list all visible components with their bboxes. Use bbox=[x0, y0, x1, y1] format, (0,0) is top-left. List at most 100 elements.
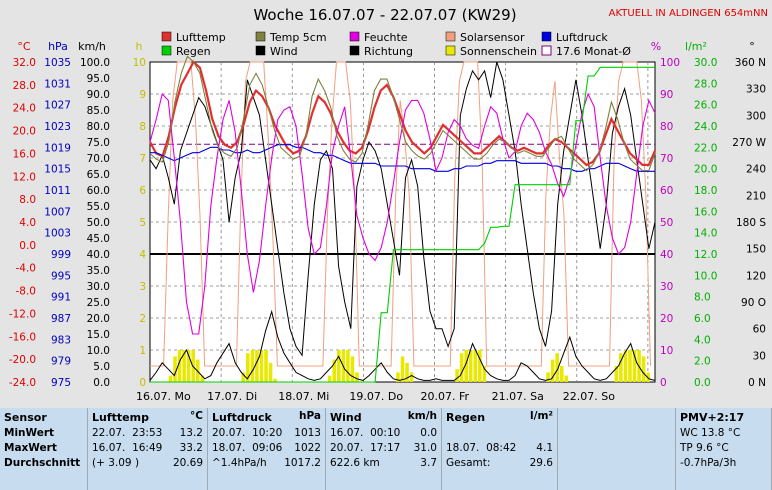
axis-unit: km/h bbox=[78, 40, 106, 53]
stats-detail: 20.07. 17:17 bbox=[330, 442, 401, 454]
legend-label: Lufttemp bbox=[176, 31, 226, 44]
tick-label: 10 bbox=[660, 345, 673, 357]
tick-label: 30.0 bbox=[87, 281, 110, 293]
x-tick-label: 21.07. Sa bbox=[492, 390, 544, 403]
legend-swatch bbox=[255, 45, 266, 56]
sunshine-bar bbox=[273, 378, 277, 382]
tick-label: 8.0 bbox=[694, 292, 711, 304]
tick-label: 979 bbox=[51, 356, 71, 368]
tick-label: 330 bbox=[746, 84, 766, 96]
stats-panel: Sensor MinWert MaxWert Durchschnitt Lufttemp… bbox=[0, 408, 772, 490]
tick-label: 4 bbox=[139, 249, 146, 261]
legend-swatch bbox=[445, 45, 456, 56]
tick-label: 26.0 bbox=[694, 100, 717, 112]
tick-label: 991 bbox=[51, 292, 71, 304]
sunshine-bar bbox=[168, 375, 173, 382]
tick-label: 6 bbox=[139, 185, 146, 197]
legend-swatch bbox=[161, 45, 172, 56]
x-axis-labels: 16.07. Mo 17.07. Di 18.07. Mi 19.07. Do 20.0… bbox=[136, 390, 615, 403]
tick-label: 50 bbox=[660, 217, 673, 229]
axis-unit-labels: °C hPa km/h h% l/m² ° bbox=[17, 40, 754, 53]
tick-label: 90 O bbox=[741, 297, 766, 309]
tick-label: 300 bbox=[746, 110, 766, 122]
sunshine-bar bbox=[641, 356, 646, 382]
series-temp5cm bbox=[149, 55, 656, 172]
stats-detail: TP 9.6 °C bbox=[680, 442, 729, 454]
tick-label: 180 S bbox=[736, 217, 766, 229]
tick-label: 60 bbox=[660, 185, 673, 197]
tick-label: 9 bbox=[139, 89, 146, 101]
tick-label: 1007 bbox=[44, 206, 71, 218]
sunshine-bar bbox=[559, 366, 564, 382]
tick-label: 50.0 bbox=[87, 217, 110, 229]
stats-detail: Gesamt: bbox=[446, 457, 491, 469]
sunshine-bar bbox=[259, 350, 264, 382]
axis-unit: °C bbox=[17, 40, 31, 53]
sunshine-bar bbox=[264, 350, 268, 382]
tick-label: 983 bbox=[51, 334, 71, 346]
sunshine-bar bbox=[564, 375, 569, 382]
x-tick-label: 22.07. So bbox=[563, 390, 615, 403]
legend-label: Regen bbox=[176, 45, 211, 58]
stats-value: 3.7 bbox=[420, 457, 437, 469]
tick-label: 270 W bbox=[732, 137, 766, 149]
tick-label: 16.0 bbox=[13, 148, 36, 160]
legend-swatch bbox=[255, 31, 266, 42]
legend-label: Richtung bbox=[364, 45, 413, 58]
tick-label: 1011 bbox=[44, 185, 71, 197]
stats-detail: 16.07. 16:49 bbox=[92, 442, 163, 454]
tick-label: 40 bbox=[660, 249, 673, 261]
tick-label: 1031 bbox=[44, 78, 71, 90]
sunshine-bar bbox=[623, 350, 628, 382]
tick-label: 16.0 bbox=[694, 206, 717, 218]
stats-value: 1017.2 bbox=[284, 457, 321, 469]
tick-label: 0 bbox=[139, 377, 146, 389]
tick-label: 40.0 bbox=[87, 249, 110, 261]
sunshine-bar bbox=[464, 350, 468, 382]
stats-unit: km/h bbox=[407, 410, 437, 422]
axis-unit: l/m² bbox=[685, 40, 707, 53]
stats-value: 1022 bbox=[294, 442, 321, 454]
stats-row-label: Durchschnitt bbox=[4, 457, 81, 469]
sunshine-bar bbox=[482, 366, 487, 382]
tick-label: 8 bbox=[139, 121, 146, 133]
tick-label: 20.0 bbox=[694, 164, 717, 176]
stats-row-label: MaxWert bbox=[4, 442, 57, 454]
sunshine-bar bbox=[455, 369, 459, 382]
series-solarsensor bbox=[150, 61, 651, 367]
tick-label: 60.0 bbox=[87, 185, 110, 197]
x-tick-label: 17.07. Di bbox=[207, 390, 257, 403]
axis-unit: ° bbox=[749, 40, 755, 53]
tick-label: -8.0 bbox=[16, 286, 37, 298]
tick-label: 975 bbox=[51, 377, 71, 389]
plot-area bbox=[149, 55, 657, 383]
tick-label: 120 bbox=[746, 270, 766, 282]
stats-value: 4.1 bbox=[536, 442, 553, 454]
legend-label: Wind bbox=[270, 45, 298, 58]
tick-label: 24.0 bbox=[694, 121, 717, 133]
tick-label: 10 bbox=[133, 57, 146, 69]
stats-unit: l/m² bbox=[530, 410, 553, 422]
tick-label: 240 bbox=[746, 164, 766, 176]
stats-value: 13.2 bbox=[179, 427, 203, 439]
sunshine-bar bbox=[268, 362, 273, 382]
stats-detail: -0.7hPa/3h bbox=[680, 457, 737, 469]
sunshine-bar bbox=[250, 350, 255, 382]
tick-label: 1003 bbox=[44, 228, 71, 240]
tick-label: 5.0 bbox=[93, 361, 110, 373]
tick-label: 1023 bbox=[44, 121, 71, 133]
tick-label: 1019 bbox=[44, 142, 71, 154]
tick-label: 28.0 bbox=[694, 78, 717, 90]
stats-detail: (+ 3.09 ) bbox=[92, 457, 140, 469]
stats-unit: hPa bbox=[299, 410, 321, 422]
stats-detail: 18.07. 08:42 bbox=[446, 442, 517, 454]
sunshine-bar bbox=[632, 350, 637, 382]
tick-label: 1035 bbox=[44, 57, 71, 69]
tick-label: 10.0 bbox=[87, 345, 110, 357]
stats-detail: ^1.4hPa/h bbox=[212, 457, 267, 469]
stats-detail: WC 13.8 °C bbox=[680, 427, 741, 439]
axis-unit: % bbox=[651, 40, 661, 53]
tick-label: 60 bbox=[753, 324, 766, 336]
stats-value: 33.2 bbox=[179, 442, 203, 454]
sunshine-bar bbox=[555, 353, 559, 382]
